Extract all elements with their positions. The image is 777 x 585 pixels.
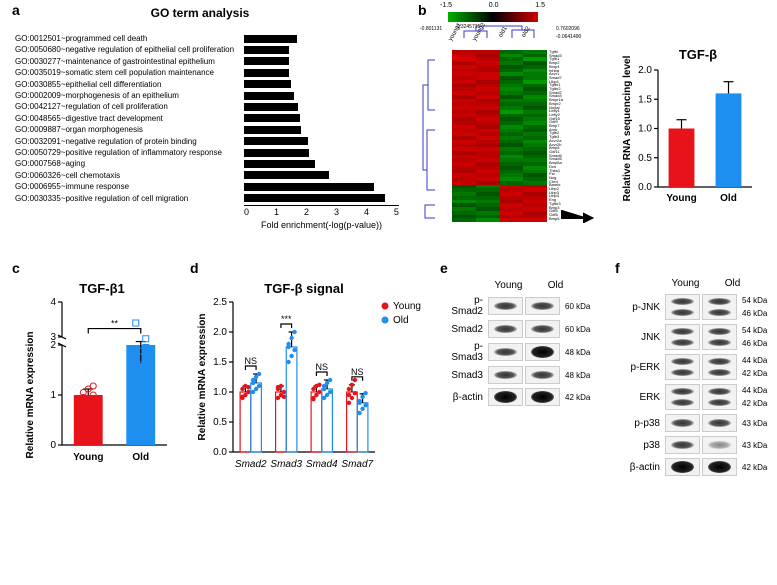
- go-term: GO:0030335~positive regulation of cell m…: [15, 193, 240, 204]
- panel-c-label: c: [12, 260, 20, 276]
- dendro-r2-val: -0.0641490: [556, 34, 581, 40]
- heatmap-col-labels: young1young2old1old2: [452, 38, 547, 44]
- svg-text:Smad2: Smad2: [235, 459, 267, 470]
- svg-text:2.0: 2.0: [213, 327, 227, 338]
- go-term: GO:0050680~negative regulation of epithe…: [15, 44, 240, 55]
- go-axis-line: [244, 205, 399, 206]
- panel-f-label: f: [615, 260, 620, 276]
- svg-text:0.0: 0.0: [213, 447, 227, 458]
- go-term: GO:0042127~regulation of cell proliferat…: [15, 101, 240, 112]
- go-xlabel: Fold enrichment(-log(p-value)): [244, 220, 399, 230]
- svg-text:Young: Young: [393, 301, 421, 312]
- tgfb-signal-chart: TGF-β signal 0.0 0.5 1.0 1.5 2.0 2.5 Relative m…: [195, 280, 425, 480]
- svg-text:Old: Old: [720, 193, 737, 204]
- svg-text:0.5: 0.5: [213, 417, 227, 428]
- go-term: GO:0060326~cell chemotaxis: [15, 170, 240, 181]
- svg-text:2.0: 2.0: [638, 65, 652, 76]
- heatmap-row-labels: TgfbiSmad3Tgfb1Bmp2Bmp4InhbaAcvr1Smad7Lt…: [549, 50, 599, 222]
- go-axis-ticks: 012345: [244, 207, 399, 217]
- go-term-list: GO:0012501~programmed cell deathGO:00506…: [15, 33, 240, 204]
- heatmap-grid: [452, 50, 547, 222]
- go-bar-chart: [244, 33, 399, 204]
- legend-max: 1.5: [535, 2, 545, 9]
- dendrogram-left: [420, 50, 435, 222]
- dendro-r1-val: 0.7602096: [556, 26, 580, 32]
- panel-d-label: d: [190, 260, 199, 276]
- panel-a-title: GO term analysis: [100, 6, 300, 20]
- svg-text:Relative mRNA expression: Relative mRNA expression: [197, 314, 208, 441]
- svg-text:Smad3: Smad3: [270, 459, 302, 470]
- svg-text:Young: Young: [73, 452, 103, 463]
- heatmap-legend-bar: [448, 12, 538, 22]
- western-blot-f: YoungOldp-JNK54 kDa46 kDaJNK54 kDa46 kDa…: [622, 278, 772, 479]
- svg-text:TGF-β signal: TGF-β signal: [264, 281, 343, 296]
- svg-text:1.5: 1.5: [638, 94, 652, 105]
- legend-mid: 0.0: [489, 2, 499, 9]
- svg-text:Relative RNA sequencing level: Relative RNA sequencing level: [622, 55, 633, 201]
- svg-text:NS: NS: [244, 356, 257, 366]
- go-term: GO:0035019~somatic stem cell population …: [15, 67, 240, 78]
- go-term: GO:0007568~aging: [15, 158, 240, 169]
- tgfb1-bar-chart: TGF-β101234Relative mRNA expressionYoung…: [22, 280, 172, 480]
- go-term: GO:0032091~negative regulation of protei…: [15, 136, 240, 147]
- heatmap-arrow-icon: [560, 208, 595, 223]
- go-term: GO:0006955~immune response: [15, 181, 240, 192]
- svg-text:1: 1: [50, 390, 56, 401]
- go-term: GO:0050729~positive regulation of inflam…: [15, 147, 240, 158]
- heatmap-legend-labels: -1.5 0.0 1.5: [440, 2, 545, 9]
- panel-a-label: a: [12, 2, 20, 18]
- svg-text:0: 0: [50, 440, 56, 451]
- svg-text:***: ***: [281, 314, 292, 324]
- svg-text:0.0: 0.0: [638, 182, 652, 193]
- svg-text:Smad7: Smad7: [341, 459, 373, 470]
- svg-text:0.5: 0.5: [638, 153, 652, 164]
- go-term: GO:0030277~maintenance of gastrointestin…: [15, 56, 240, 67]
- svg-text:TGF-β1: TGF-β1: [79, 281, 125, 296]
- svg-text:2.5: 2.5: [213, 297, 227, 308]
- panel-e-label: e: [440, 260, 448, 276]
- panel-b-label: b: [418, 2, 427, 18]
- svg-text:Old: Old: [393, 315, 409, 326]
- go-term: GO:0009887~organ morphogenesis: [15, 124, 240, 135]
- svg-text:1.5: 1.5: [213, 357, 227, 368]
- svg-text:Relative mRNA expression: Relative mRNA expression: [25, 332, 36, 459]
- svg-text:TGF-β: TGF-β: [679, 47, 717, 62]
- go-term: GO:0002009~morphogenesis of an epitheliu…: [15, 90, 240, 101]
- svg-text:3: 3: [50, 332, 56, 343]
- svg-text:1.0: 1.0: [213, 387, 227, 398]
- go-term: GO:0048565~digestive tract development: [15, 113, 240, 124]
- legend-min: -1.5: [440, 2, 452, 9]
- svg-text:Young: Young: [666, 193, 696, 204]
- svg-text:Old: Old: [132, 452, 149, 463]
- svg-text:**: **: [111, 319, 119, 329]
- tgfb-bar-chart: TGF-β 0.0 0.5 1.0 1.5 2.0 Relative RNA sequenc…: [620, 45, 760, 215]
- svg-text:Smad4: Smad4: [306, 459, 338, 470]
- western-blot-e: YoungOldp-Smad260 kDaSmad260 kDap-Smad34…: [445, 280, 600, 409]
- svg-text:1.0: 1.0: [638, 124, 652, 135]
- svg-text:4: 4: [50, 297, 56, 308]
- go-term: GO:0012501~programmed cell death: [15, 33, 240, 44]
- svg-text:NS: NS: [351, 367, 364, 377]
- svg-text:NS: NS: [315, 362, 328, 372]
- dendro-left-val: -0.801131: [420, 26, 442, 32]
- go-term: GO:0030855~epithelial cell differentiati…: [15, 79, 240, 90]
